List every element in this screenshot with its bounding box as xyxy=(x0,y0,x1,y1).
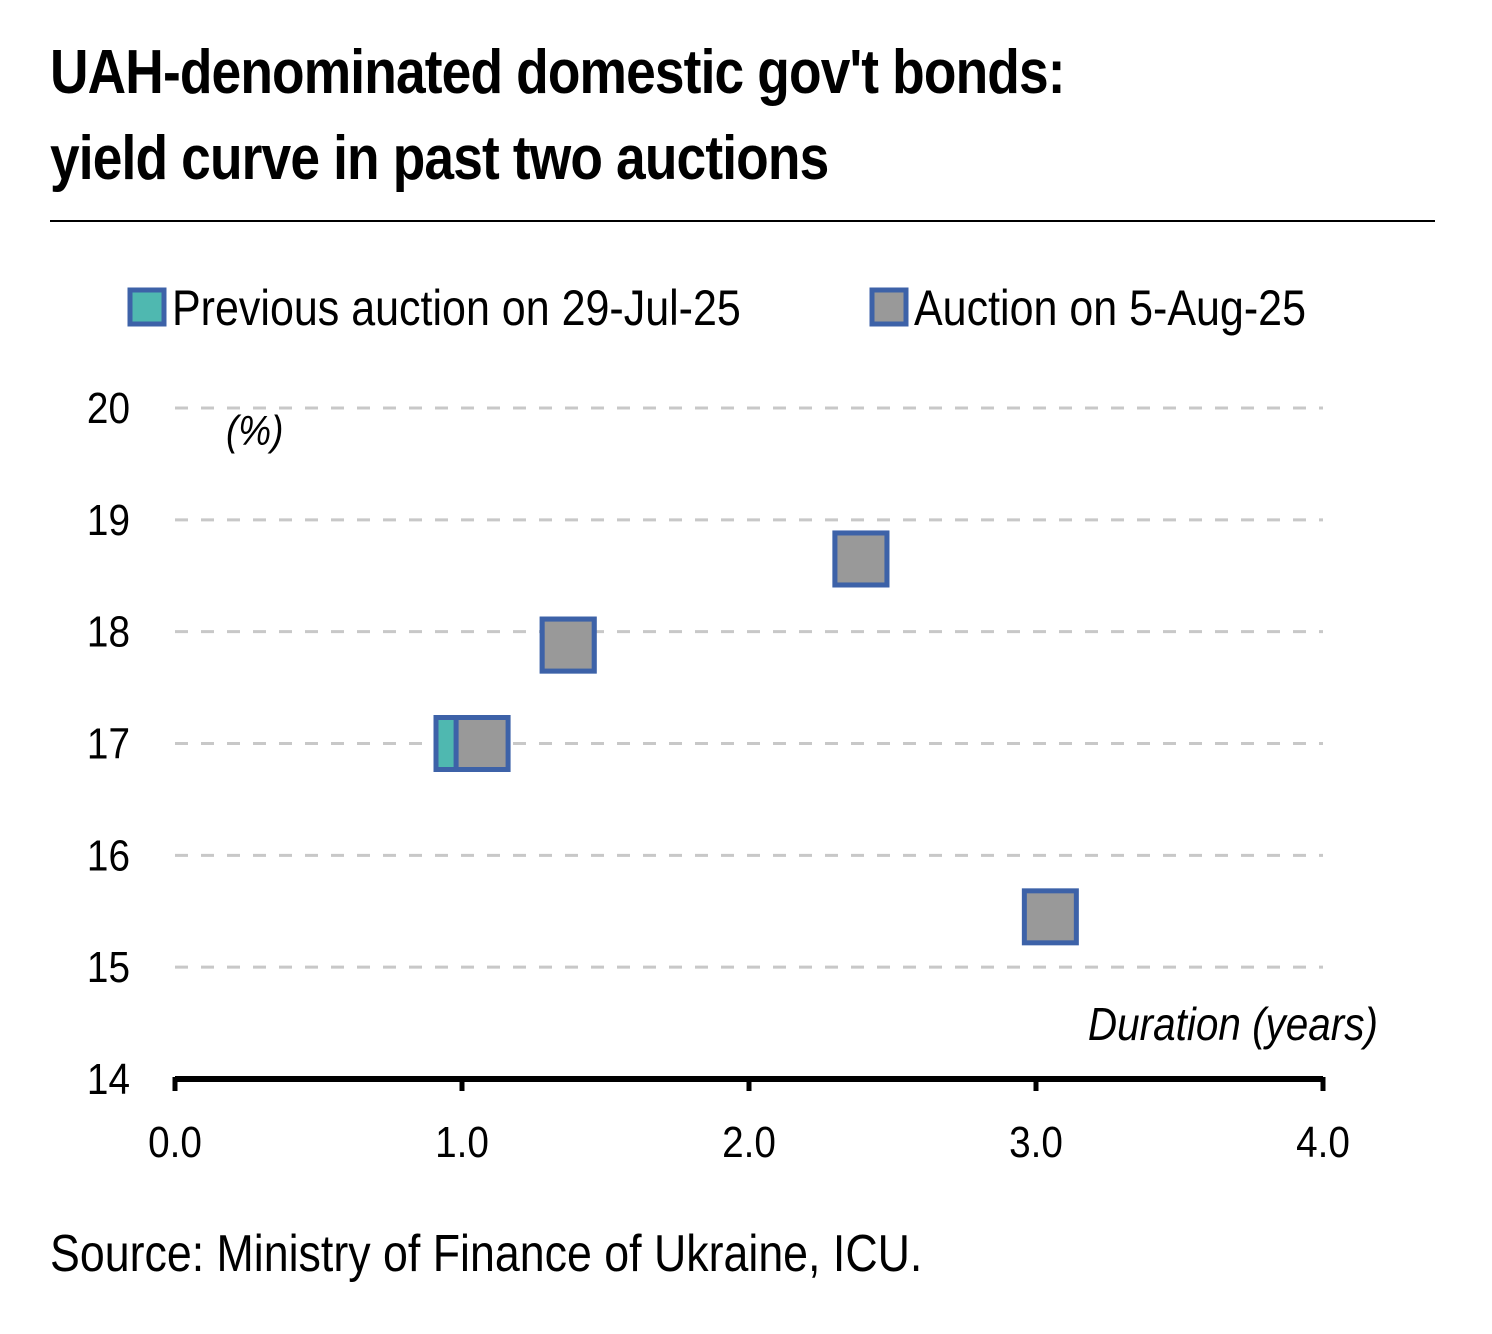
chart-title-line-2: yield curve in past two auctions xyxy=(50,124,829,193)
axes: 14 15 16 17 18 19 20 0.0 1.0 2.0 3.0 4.0 (%) Duration… xyxy=(87,383,1378,1167)
y-tick-label-17: 17 xyxy=(87,718,130,768)
title-divider xyxy=(50,220,1435,222)
marker-series2-point2 xyxy=(539,616,597,674)
chart-title: UAH-denominated domestic gov't bonds: yi… xyxy=(50,30,1237,202)
source-note: Source: Ministry of Finance of Ukraine, … xyxy=(50,1225,923,1283)
legend-swatch-1 xyxy=(127,287,167,327)
x-tick-label-0.0: 0.0 xyxy=(148,1117,202,1167)
legend-label-1: Previous auction on 29-Jul-25 xyxy=(172,280,741,336)
y-tick-label-14: 14 xyxy=(87,1054,130,1104)
x-tick-label-3.0: 3.0 xyxy=(1009,1117,1063,1167)
gridlines xyxy=(175,406,1323,969)
legend: Previous auction on 29-Jul-25 Auction on … xyxy=(127,280,1306,336)
y-tick-label-16: 16 xyxy=(87,830,130,880)
legend-label-2: Auction on 5-Aug-25 xyxy=(914,280,1306,336)
x-tick-label-2.0: 2.0 xyxy=(722,1117,776,1167)
x-axis-label: Duration (years) xyxy=(1088,1000,1378,1051)
y-tick-label-15: 15 xyxy=(87,942,130,992)
legend-swatch-2 xyxy=(869,287,909,327)
y-tick-label-18: 18 xyxy=(87,606,130,656)
y-tick-label-20: 20 xyxy=(87,383,130,433)
x-tick-label-4.0: 4.0 xyxy=(1296,1117,1350,1167)
marker-series2-point4 xyxy=(1021,888,1079,946)
marker-series2-point1 xyxy=(453,715,511,772)
marker-series2-point3 xyxy=(832,530,890,588)
x-tick-label-1.0: 1.0 xyxy=(435,1117,489,1167)
y-tick-label-19: 19 xyxy=(87,494,130,544)
y-axis-label: (%) xyxy=(226,408,283,455)
data-markers xyxy=(433,530,1079,946)
chart-title-line-1: UAH-denominated domestic gov't bonds: xyxy=(50,38,1066,107)
